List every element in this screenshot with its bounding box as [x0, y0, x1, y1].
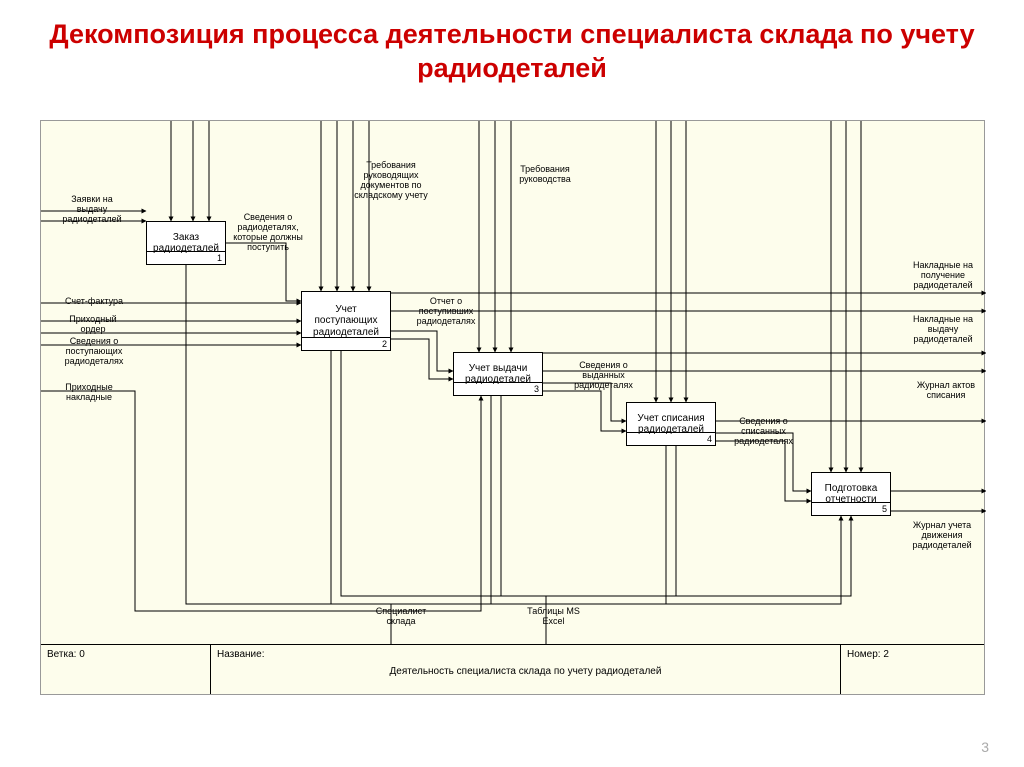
footer-number: Номер: 2 — [841, 645, 986, 694]
process-node-3: Учет выдачи радиодеталей3 — [453, 352, 543, 396]
diagram-label-11: Накладные на получение радиодеталей — [908, 261, 978, 291]
diagram-canvas: Заказ радиодеталей1 Учет поступающих ради… — [40, 120, 985, 695]
page-title: Декомпозиция процесса деятельности специ… — [0, 0, 1024, 96]
footer-number-label: Номер: — [847, 649, 881, 660]
diagram-label-15: Специалист склада — [371, 607, 431, 627]
page-number: 3 — [981, 739, 989, 755]
process-node-1: Заказ радиодеталей1 — [146, 221, 226, 265]
diagram-label-8: Отчет о поступивших радиодеталях — [411, 297, 481, 327]
diagram-label-1: Счет-фактура — [59, 297, 129, 307]
diagram-label-4: Приходные накладные — [59, 383, 119, 403]
diagram-label-5: Сведения о радиодеталях, которые должны … — [233, 213, 303, 253]
process-node-4: Учет списания радиодеталей4 — [626, 402, 716, 446]
diagram-label-3: Сведения о поступающих радиодеталях — [59, 337, 129, 367]
diagram-label-9: Сведения о выданных радиодеталях — [571, 361, 636, 391]
footer-name: Название: Деятельность специалиста склад… — [211, 645, 841, 694]
process-node-2: Учет поступающих радиодеталей2 — [301, 291, 391, 351]
diagram-label-16: Таблицы MS Excel — [526, 607, 581, 627]
diagram-label-6: Требования руководящих документов по скл… — [351, 161, 431, 201]
diagram-label-14: Журнал учета движения радиодеталей — [906, 521, 978, 551]
diagram-footer: Ветка: 0 Название: Деятельность специали… — [41, 644, 984, 694]
diagram-label-10: Сведения о списанных радиодеталях — [731, 417, 796, 447]
footer-branch: Ветка: 0 — [41, 645, 211, 694]
process-node-5: Подготовка отчетности5 — [811, 472, 891, 516]
footer-name-value: Деятельность специалиста склада по учету… — [217, 660, 834, 677]
footer-name-label: Название: — [217, 649, 264, 660]
diagram-label-13: Журнал актов списания — [916, 381, 976, 401]
diagram-label-12: Накладные на выдачу радиодеталей — [908, 315, 978, 345]
arrows-layer — [41, 121, 986, 696]
footer-branch-value: 0 — [79, 649, 85, 660]
footer-branch-label: Ветка: — [47, 649, 76, 660]
diagram-label-7: Требования руководства — [511, 165, 579, 185]
diagram-label-2: Приходный ордер — [63, 315, 123, 335]
diagram-label-0: Заявки на выдачу радиодеталей — [59, 195, 125, 225]
footer-number-value: 2 — [883, 649, 889, 660]
